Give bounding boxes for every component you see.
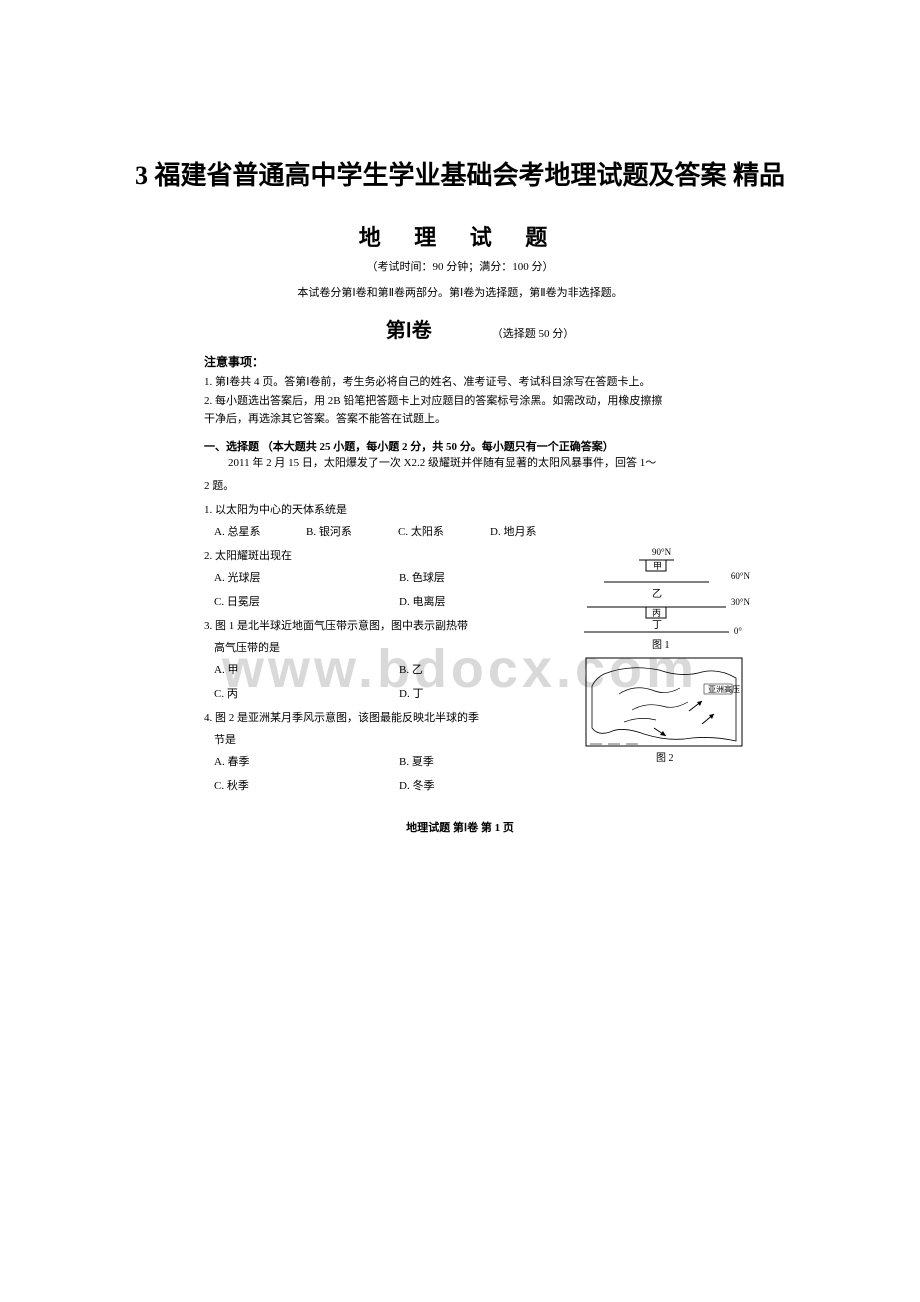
notice-heading: 注意事项： — [204, 353, 720, 370]
q4-options-1: A. 春季 B. 夏季 — [214, 753, 584, 769]
question-4-line1: 4. 图 2 是亚洲某月季风示意图，该图最能反映北半球的季 — [204, 709, 584, 725]
question-context-1: 2011 年 2 月 15 日，太阳爆发了一次 X2.2 级耀斑并伴随有显著的太… — [228, 455, 720, 472]
q4-opt-d: D. 冬季 — [399, 777, 584, 793]
figure-2-diagram: 亚洲高压 — [584, 656, 744, 751]
question-2: 2. 太阳耀斑出现在 — [204, 547, 584, 563]
figure-2-caption: 图 2 — [656, 749, 674, 764]
q1-opt-a: A. 总星系 — [214, 523, 306, 539]
question-context-2: 2 题。 — [204, 477, 720, 493]
exam-content: 地 理 试 题 （考试时间：90 分钟；满分：100 分） 本试卷分第Ⅰ卷和第Ⅱ… — [200, 220, 720, 835]
notice-item-1: 1. 第Ⅰ卷共 4 页。答第Ⅰ卷前，考生务必将自己的姓名、准考证号、考试科目涂写… — [204, 374, 720, 391]
exam-heading: 地 理 试 题 — [200, 220, 720, 252]
svg-text:丁: 丁 — [652, 620, 662, 631]
q1-opt-d: D. 地月系 — [490, 523, 582, 539]
q2-opt-a: A. 光球层 — [214, 569, 399, 585]
question-4-line2: 节是 — [214, 731, 584, 747]
q4-options-2: C. 秋季 D. 冬季 — [214, 777, 584, 793]
notice-item-2b: 干净后，再选涂其它答案。答案不能答在试题上。 — [204, 411, 720, 428]
content-row: 2. 太阳耀斑出现在 A. 光球层 B. 色球层 C. 日冕层 D. 电离层 3… — [200, 547, 720, 801]
figure-1-diagram: 甲 乙 丙 丁 — [584, 557, 729, 635]
section-title: 第Ⅰ卷 — [386, 314, 432, 343]
svg-text:乙: 乙 — [652, 588, 662, 600]
q2-opt-b: B. 色球层 — [399, 569, 584, 585]
figure-1-caption: 图 1 — [652, 636, 670, 651]
exam-description: 本试卷分第Ⅰ卷和第Ⅱ卷两部分。第Ⅰ卷为选择题，第Ⅱ卷为非选择题。 — [200, 284, 720, 300]
svg-text:丙: 丙 — [652, 608, 661, 618]
section-note: （选择题 50 分） — [492, 325, 575, 341]
figure-1-label-0: 0° — [734, 626, 742, 636]
q4-opt-a: A. 春季 — [214, 753, 399, 769]
q4-opt-b: B. 夏季 — [399, 753, 584, 769]
notice-item-2a: 2. 每小题选出答案后，用 2B 铅笔把答题卡上对应题目的答案标号涂黑。如需改动… — [204, 393, 720, 410]
right-column: 90°N 60°N 30°N 0° 甲 乙 丙 丁 图 1 — [584, 547, 744, 801]
q3-opt-b: B. 乙 — [399, 661, 584, 677]
figure-1: 90°N 60°N 30°N 0° 甲 乙 丙 丁 图 1 — [584, 549, 744, 644]
left-column: 2. 太阳耀斑出现在 A. 光球层 B. 色球层 C. 日冕层 D. 电离层 3… — [200, 547, 584, 801]
section-row: 第Ⅰ卷 （选择题 50 分） — [200, 314, 720, 343]
figure-1-label-30: 30°N — [731, 597, 750, 607]
figure-2: 亚洲高压 图 2 — [584, 656, 744, 761]
question-3-line2: 高气压带的是 — [214, 639, 584, 655]
page-title: 3 福建省普通高中学生学业基础会考地理试题及答案 精品 — [0, 0, 920, 192]
question-heading: 一、选择题 （本大题共 25 小题，每小题 2 分，共 50 分。每小题只有一个… — [204, 438, 720, 454]
q2-options-2: C. 日冕层 D. 电离层 — [214, 593, 584, 609]
figure-1-label-60: 60°N — [731, 571, 750, 581]
q3-options-2: C. 丙 D. 丁 — [214, 685, 584, 701]
svg-text:亚洲高压: 亚洲高压 — [708, 684, 740, 694]
q2-options-1: A. 光球层 B. 色球层 — [214, 569, 584, 585]
q3-opt-a: A. 甲 — [214, 661, 399, 677]
q4-opt-c: C. 秋季 — [214, 777, 399, 793]
page-footer: 地理试题 第Ⅰ卷 第 1 页 — [200, 819, 720, 835]
exam-timing: （考试时间：90 分钟；满分：100 分） — [200, 258, 720, 274]
q1-opt-b: B. 银河系 — [306, 523, 398, 539]
q1-opt-c: C. 太阳系 — [398, 523, 490, 539]
question-3-line1: 3. 图 1 是北半球近地面气压带示意图，图中表示副热带 — [204, 617, 584, 633]
q2-opt-d: D. 电离层 — [399, 593, 584, 609]
question-1: 1. 以太阳为中心的天体系统是 — [204, 501, 720, 517]
q3-options-1: A. 甲 B. 乙 — [214, 661, 584, 677]
q2-opt-c: C. 日冕层 — [214, 593, 399, 609]
q3-opt-d: D. 丁 — [399, 685, 584, 701]
svg-text:甲: 甲 — [653, 561, 662, 571]
figure-1-label-90: 90°N — [652, 547, 671, 557]
q3-opt-c: C. 丙 — [214, 685, 399, 701]
q1-options: A. 总星系 B. 银河系 C. 太阳系 D. 地月系 — [214, 523, 720, 539]
